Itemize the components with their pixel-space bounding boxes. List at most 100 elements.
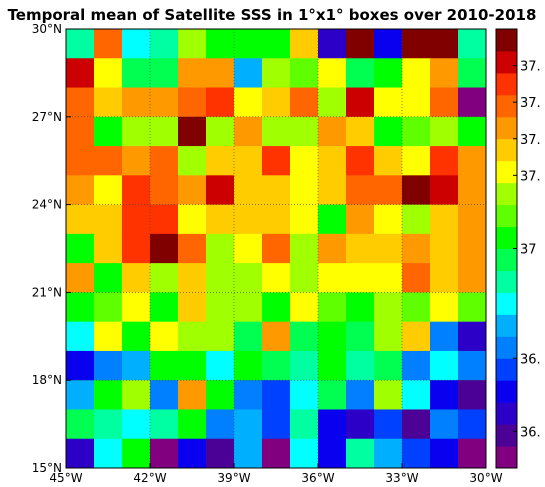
heatmap-cell [178, 380, 207, 410]
heatmap-cell [346, 29, 375, 59]
heatmap-cell [66, 380, 95, 410]
heatmap-cell [178, 438, 207, 469]
heatmap-cell [206, 175, 235, 206]
heatmap-cell [234, 350, 263, 381]
heatmap-cell [430, 263, 459, 293]
heatmap-cell [374, 321, 403, 352]
y-axis: 15°N 18°N 21°N 24°N 27°N 30°N [32, 22, 71, 475]
heatmap-cell [346, 409, 375, 440]
heatmap-cell [402, 263, 431, 293]
heatmap-cell [206, 263, 235, 293]
colorbar-segment [496, 138, 517, 162]
heatmap-cell [290, 321, 319, 352]
y-tick-label: 24°N [32, 198, 62, 212]
heatmap-cell [178, 409, 207, 440]
heatmap-cell [374, 87, 403, 118]
chart-title: Temporal mean of Satellite SSS in 1°x1° … [8, 6, 537, 24]
heatmap-cell [234, 58, 263, 89]
heatmap-cell [374, 263, 403, 293]
colorbar-segment [496, 336, 517, 359]
heatmap-cell [206, 58, 235, 89]
heatmap-cell [346, 263, 375, 293]
heatmap-cell [290, 263, 319, 293]
heatmap-cell [458, 350, 487, 381]
heatmap-cell [150, 438, 179, 469]
heatmap-cell [66, 175, 95, 206]
heatmap-cell [374, 438, 403, 469]
colorbar-segment [496, 204, 517, 228]
heatmap-cell [66, 146, 95, 176]
heatmap-cell [346, 58, 375, 89]
heatmap-cell [178, 87, 207, 118]
heatmap-cell [262, 58, 291, 89]
heatmap-cell [290, 233, 319, 264]
heatmap-cell [318, 146, 347, 176]
heatmap-cell [318, 58, 347, 89]
heatmap-cell [430, 292, 459, 323]
heatmap-cell [234, 175, 263, 206]
heatmap-cell [122, 292, 151, 323]
heatmap-cell [290, 292, 319, 323]
heatmap-cell [206, 233, 235, 264]
heatmap-cell [402, 380, 431, 410]
x-tick-label: 42°W [133, 471, 166, 485]
heatmap-cell [66, 409, 95, 440]
heatmap-cell [430, 380, 459, 410]
heatmap-cell [234, 321, 263, 352]
heatmap-cell [402, 321, 431, 352]
y-tick-label: 15°N [32, 461, 62, 475]
heatmap-cell [234, 263, 263, 293]
heatmap-cell [402, 29, 431, 59]
heatmap-cell [150, 29, 179, 59]
heatmap-cell [262, 321, 291, 352]
heatmap-cell [206, 350, 235, 381]
y-tick-label: 21°N [32, 285, 62, 299]
heatmap-cell [346, 380, 375, 410]
heatmap-cell [262, 380, 291, 410]
heatmap-cell [206, 146, 235, 176]
heatmap-cell [234, 438, 263, 469]
heatmap-cell [430, 29, 459, 59]
heatmap-cell [318, 438, 347, 469]
heatmap-cell [66, 204, 95, 235]
heatmap-cell [402, 204, 431, 235]
heatmap-cell [430, 438, 459, 469]
heatmap-cell [94, 29, 123, 59]
heatmap-cell [430, 58, 459, 89]
heatmap-cell [178, 204, 207, 235]
heatmap-cell [178, 350, 207, 381]
heatmap-cell [262, 292, 291, 323]
heatmap-cell [346, 233, 375, 264]
heatmap-cell [402, 116, 431, 147]
heatmap-cell [318, 409, 347, 440]
heatmap-cell [122, 175, 151, 206]
heatmap-cell [150, 380, 179, 410]
heatmap-cell [94, 204, 123, 235]
heatmap-cell [94, 380, 123, 410]
colorbar-segment [496, 446, 517, 469]
heatmap-cell [122, 263, 151, 293]
heatmap-cell [66, 87, 95, 118]
y-tick-label: 18°N [32, 373, 62, 387]
heatmap-cell [402, 87, 431, 118]
heatmap-cell [458, 116, 487, 147]
heatmap-cell [374, 292, 403, 323]
heatmap-cell [262, 87, 291, 118]
heatmap-cell [262, 204, 291, 235]
heatmap-cell [346, 175, 375, 206]
heatmap-cell [234, 204, 263, 235]
heatmap-cell [346, 204, 375, 235]
heatmap-cell [430, 146, 459, 176]
colorbar [495, 28, 518, 469]
heatmap-cell [290, 116, 319, 147]
heatmap-cell [206, 292, 235, 323]
heatmap-cell [234, 292, 263, 323]
heatmap-cell [178, 321, 207, 352]
heatmap-cell [318, 350, 347, 381]
heatmap-cell [262, 175, 291, 206]
heatmap-cell [66, 233, 95, 264]
heatmap-cell [262, 146, 291, 176]
heatmap-cell [206, 438, 235, 469]
heatmap-cell [94, 87, 123, 118]
